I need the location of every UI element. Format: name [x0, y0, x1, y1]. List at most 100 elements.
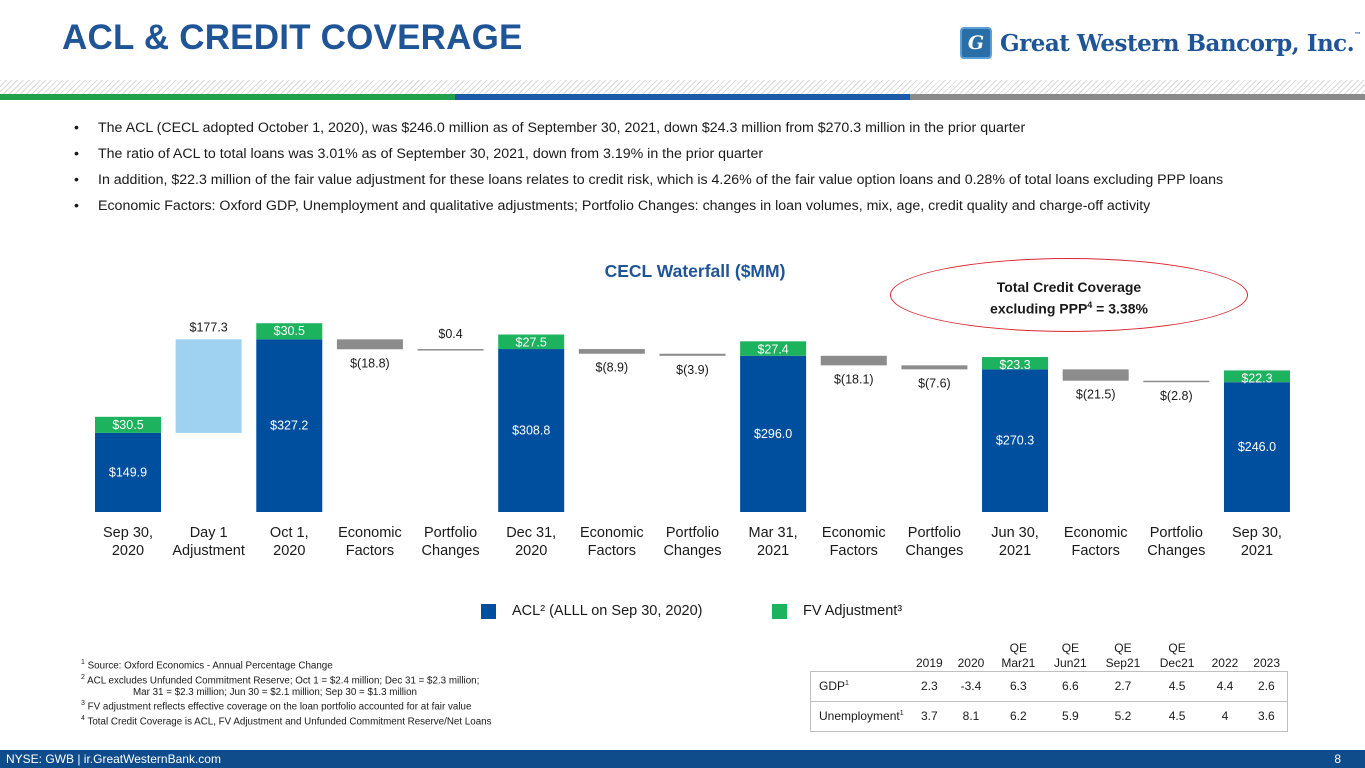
table-cell: 6.3: [991, 670, 1045, 702]
table-column-header: QE Mar21: [1001, 640, 1036, 670]
fv-bar: [1223, 370, 1290, 383]
bullet-item: Economic Factors: Oxford GDP, Unemployme…: [72, 197, 1312, 215]
acl-data-label: $327.2: [270, 419, 308, 433]
change-bar: [578, 349, 645, 354]
fv-data-label: $22.3: [1241, 371, 1272, 385]
table-row: Unemployment1 3.7 8.1 6.2 5.9 5.2 4.5 4 3.6: [810, 700, 1288, 732]
logo-mark-icon: G: [960, 27, 992, 59]
fv-data-label: $30.5: [112, 418, 143, 432]
change-data-label: $(3.9): [676, 363, 709, 377]
bullet-item: The ACL (CECL adopted October 1, 2020), …: [72, 119, 1312, 137]
page-number: 8: [1334, 752, 1341, 766]
fv-data-label: $30.5: [274, 324, 305, 338]
x-tick-label: Portfolio: [666, 525, 719, 541]
bullet-item: The ratio of ACL to total loans was 3.01…: [72, 145, 1312, 163]
change-bar: [417, 349, 484, 351]
x-tick-label: Sep 30,: [1232, 525, 1282, 541]
coverage-callout-ellipse: [890, 258, 1248, 332]
x-tick-label: Changes: [422, 543, 480, 559]
x-tick-label: Oct 1,: [270, 525, 309, 541]
change-data-label: $(7.6): [918, 376, 951, 390]
table-cell: 3.6: [1245, 700, 1288, 732]
x-tick-label: Day 1: [190, 525, 228, 541]
x-tick-label: 2021: [1241, 543, 1273, 559]
header-band-gray: [910, 94, 1365, 100]
acl-bar: [95, 432, 161, 512]
fv-bar: [95, 416, 161, 433]
x-tick-label: Portfolio: [908, 525, 961, 541]
change-data-label: $0.4: [438, 327, 462, 341]
table-cell: 5.2: [1095, 700, 1151, 732]
fv-data-label: $27.5: [516, 336, 547, 350]
x-tick-label: Economic: [822, 525, 886, 541]
x-tick-label: Jun 30,: [991, 525, 1039, 541]
change-data-label: $(2.8): [1160, 389, 1193, 403]
acl-bar: [1223, 382, 1290, 512]
acl-data-label: $246.0: [1238, 440, 1276, 454]
table-cell: -3.4: [950, 670, 992, 702]
footnote-2-continued: Mar 31 = $2.3 million; Jun 30 = $2.1 mil…: [133, 686, 417, 698]
change-bar: [336, 339, 403, 350]
footnote-2: 2 ACL excludes Unfunded Commitment Reser…: [81, 673, 480, 687]
acl-data-label: $308.8: [512, 424, 550, 438]
table-column-header: 2019: [915, 655, 943, 670]
fv-bar: [740, 341, 807, 356]
x-tick-label: Portfolio: [424, 525, 477, 541]
footer-ticker-url: NYSE: GWB | ir.GreatWesternBank.com: [6, 752, 221, 766]
header-band-green: [0, 94, 455, 100]
x-tick-label: Economic: [1064, 525, 1128, 541]
x-tick-label: 2020: [515, 543, 547, 559]
chart-title: CECL Waterfall ($MM): [604, 261, 786, 281]
x-tick-label: Sep 30,: [103, 525, 153, 541]
summary-bullets: The ACL (CECL adopted October 1, 2020), …: [72, 119, 1312, 223]
callout-line-1: Total Credit Coverage: [996, 279, 1142, 295]
table-column-header: 2020: [957, 655, 985, 670]
acl-data-label: $296.0: [754, 427, 792, 441]
table-cell: 4.5: [1150, 700, 1205, 732]
change-data-label: $(18.1): [834, 372, 874, 386]
table-cell: 4.5: [1150, 670, 1205, 702]
change-bar: [1062, 369, 1129, 381]
acl-data-label: $149.9: [109, 465, 147, 479]
coverage-callout-text: Total Credit Coverage excluding PPP4 = 3…: [940, 278, 1198, 318]
table-cell: 3.7: [908, 700, 951, 732]
table-cell: 8.1: [950, 700, 992, 732]
header-hatch-divider: [0, 80, 1365, 94]
table-column-header: 2022: [1211, 655, 1239, 670]
company-logo: G Great Western Bancorp, Inc.™: [960, 26, 1361, 60]
x-tick-label: Changes: [1147, 543, 1205, 559]
table-column-header: QE Jun21: [1054, 640, 1087, 670]
legend-swatch-acl: [481, 603, 496, 619]
footnote-4: 4 Total Credit Coverage is ACL, FV Adjus…: [81, 714, 492, 728]
x-tick-label: Changes: [905, 543, 963, 559]
logo-text: Great Western Bancorp, Inc.™: [1000, 29, 1361, 57]
footnote-3: 3 FV adjustment reflects effective cover…: [81, 700, 472, 713]
table-cell: 6.2: [991, 700, 1045, 732]
x-tick-label: Changes: [663, 543, 721, 559]
change-data-label: $(18.8): [350, 356, 390, 370]
fv-bar: [498, 334, 565, 350]
table-body: GDP1 2.3 -3.4 6.3 6.6 2.7 4.5 4.4 2.6 Unemploymen…: [810, 670, 1288, 732]
table-column-header: QE Dec21: [1159, 640, 1195, 670]
x-tick-label: Adjustment: [172, 543, 245, 559]
footnote-1: 1 Source: Oxford Economics - Annual Perc…: [81, 659, 333, 672]
table-column-header: QE Sep21: [1105, 640, 1141, 670]
day1-adjustment-bar: [175, 339, 242, 433]
table-cell: 2.6: [1245, 670, 1288, 702]
table-cell: 6.6: [1044, 670, 1096, 702]
fv-data-label: $23.3: [999, 358, 1030, 372]
callout-line-2: excluding PPP4 = 3.38%: [990, 300, 1148, 317]
table-cell: 4.4: [1204, 670, 1246, 702]
acl-data-label: $270.3: [996, 434, 1034, 448]
table-column-header: 2023: [1253, 655, 1280, 670]
x-tick-label: 2020: [112, 543, 144, 559]
x-tick-label: Factors: [830, 543, 878, 559]
page-title: ACL & CREDIT COVERAGE: [62, 18, 523, 57]
change-data-label: $(8.9): [596, 361, 629, 375]
x-tick-label: 2021: [999, 543, 1031, 559]
change-data-label: $(21.5): [1076, 388, 1116, 402]
table-cell: 5.9: [1044, 700, 1096, 732]
change-bar: [659, 353, 726, 356]
x-tick-label: Factors: [346, 543, 394, 559]
table-cell: 2.3: [908, 670, 951, 702]
